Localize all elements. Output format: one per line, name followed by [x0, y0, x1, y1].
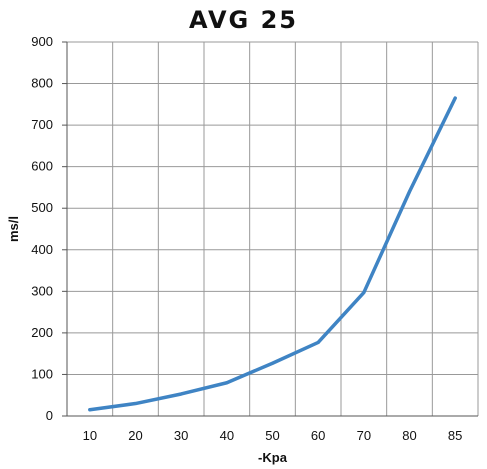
- series-layer: [88, 96, 457, 412]
- x-axis-label: -Kpa: [258, 450, 288, 465]
- data-point: [271, 361, 274, 365]
- x-tick-label: 20: [128, 428, 142, 443]
- data-point: [179, 392, 183, 396]
- x-tick-label: 70: [357, 428, 371, 443]
- y-tick-label: 500: [31, 200, 53, 215]
- data-point: [453, 96, 457, 100]
- data-point: [316, 340, 320, 344]
- y-tick-label: 400: [31, 242, 53, 257]
- data-point: [408, 190, 411, 194]
- data-point: [225, 381, 229, 385]
- y-tick-label: 600: [31, 159, 53, 174]
- y-tick-label: 300: [31, 283, 53, 298]
- y-tick-label: 800: [31, 76, 53, 91]
- y-tick-label: 0: [46, 408, 53, 423]
- y-tick-label: 100: [31, 366, 53, 381]
- data-point: [88, 408, 92, 412]
- chart-title: AVG 25: [189, 6, 298, 34]
- x-tick-label: 10: [83, 428, 97, 443]
- x-tick-label: 60: [311, 428, 325, 443]
- y-axis-label: ms/l: [6, 216, 21, 242]
- x-tick-label: 85: [448, 428, 462, 443]
- data-point: [362, 291, 366, 295]
- axis-layer: [62, 41, 478, 417]
- x-tick-label: 80: [402, 428, 416, 443]
- y-tick-label: 700: [31, 117, 53, 132]
- grid-layer: [67, 41, 479, 416]
- y-tick-label: 900: [31, 34, 53, 49]
- x-tick-label: 40: [220, 428, 234, 443]
- data-point: [134, 402, 137, 406]
- x-tick-label: 30: [174, 428, 188, 443]
- tick-layer: 0 100 200 300 400 500 600 700 800 900 10 20 30 40 50 60…: [31, 34, 462, 443]
- x-tick-label: 50: [265, 428, 279, 443]
- y-tick-label: 200: [31, 325, 53, 340]
